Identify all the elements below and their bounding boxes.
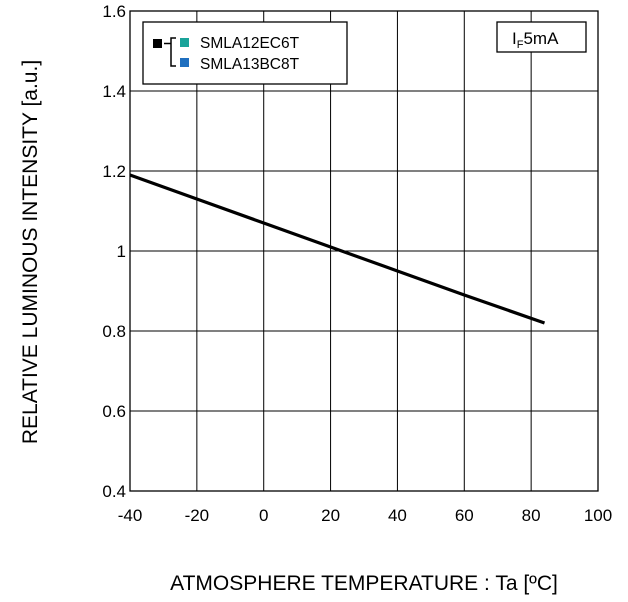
series-layer	[129, 173, 546, 325]
x-tick-label: 80	[522, 506, 541, 525]
legend-swatch-smla12ec6t	[180, 38, 189, 47]
plot-frame	[129, 10, 599, 492]
condition-label: IF5mA	[496, 21, 587, 53]
y-tick-labels: 0.4 0.6 0.8 1 1.2 1.4 1.6	[102, 2, 126, 501]
condition-box	[496, 21, 587, 53]
legend-bullet	[153, 39, 162, 48]
x-tick-label: -40	[118, 506, 143, 525]
legend-label-smla13bc8t: SMLA13BC8T	[200, 56, 300, 73]
series-line	[129, 173, 546, 325]
legend-bracket	[164, 37, 176, 67]
legend-box	[142, 21, 348, 85]
legend: SMLA12EC6T SMLA13BC8T	[142, 21, 348, 85]
condition-rest: 5mA	[523, 29, 559, 48]
condition-text: IF5mA	[512, 29, 559, 51]
y-tick-label: 1.4	[102, 82, 126, 101]
x-axis-label: ATMOSPHERE TEMPERATURE : Ta [ºC]	[170, 572, 558, 595]
y-axis-label: RELATIVE LUMINOUS INTENSITY [a.u.]	[19, 60, 42, 444]
y-tick-label: 1.6	[102, 2, 126, 21]
x-tick-label: 20	[321, 506, 340, 525]
x-tick-label: 0	[259, 506, 268, 525]
y-tick-label: 0.6	[102, 402, 126, 421]
y-tick-label: 1.2	[102, 162, 126, 181]
y-tick-label: 1	[117, 242, 126, 261]
grid	[129, 10, 599, 492]
x-tick-label: 100	[584, 506, 612, 525]
x-tick-label: 60	[455, 506, 474, 525]
y-tick-label: 0.8	[102, 322, 126, 341]
condition-main: I	[512, 29, 517, 48]
x-tick-label: 40	[388, 506, 407, 525]
legend-label-smla12ec6t: SMLA12EC6T	[200, 35, 300, 52]
condition-sub: F	[517, 39, 524, 51]
legend-swatch-smla13bc8t	[180, 58, 189, 67]
x-tick-labels: -40 -20 0 20 40 60 80 100	[118, 506, 612, 525]
y-tick-label: 0.4	[102, 482, 126, 501]
x-tick-label: -20	[185, 506, 210, 525]
